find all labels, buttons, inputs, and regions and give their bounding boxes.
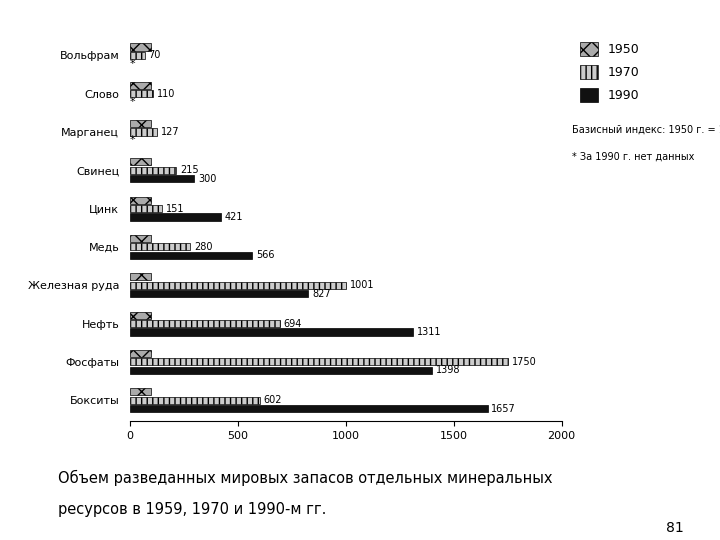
Bar [130, 90, 153, 97]
Bar [130, 43, 151, 51]
Bar [130, 175, 194, 183]
Bar [130, 129, 157, 136]
Bar [130, 120, 151, 127]
Bar [130, 52, 145, 59]
Text: 280: 280 [194, 242, 212, 252]
Bar [130, 396, 260, 404]
Text: 1750: 1750 [511, 357, 536, 367]
Text: 1657: 1657 [491, 403, 516, 414]
Bar [130, 388, 151, 395]
Text: 1001: 1001 [350, 280, 374, 290]
Bar [130, 167, 176, 174]
Text: 421: 421 [225, 212, 243, 222]
Text: ресурсов в 1959, 1970 и 1990-м гг.: ресурсов в 1959, 1970 и 1990-м гг. [58, 502, 326, 517]
Text: 70: 70 [148, 50, 161, 60]
Text: 602: 602 [264, 395, 282, 405]
Text: 215: 215 [180, 165, 199, 176]
Text: 151: 151 [166, 204, 184, 214]
Bar [130, 358, 508, 366]
Bar [130, 197, 151, 204]
Text: * За 1990 г. нет данных: * За 1990 г. нет данных [572, 151, 695, 161]
Text: *: * [130, 136, 135, 145]
Bar [130, 290, 308, 297]
Bar [130, 282, 346, 289]
Bar [130, 252, 252, 259]
Text: 566: 566 [256, 251, 274, 260]
Bar [130, 235, 151, 242]
Bar [130, 367, 431, 374]
Text: 1398: 1398 [436, 365, 460, 375]
Bar [130, 244, 190, 251]
Bar [130, 405, 487, 412]
Bar [130, 320, 279, 327]
Text: 300: 300 [198, 174, 217, 184]
Bar [130, 213, 220, 221]
Bar [130, 273, 151, 280]
Text: *: * [130, 59, 135, 69]
Text: 110: 110 [157, 89, 176, 99]
Bar [130, 312, 151, 319]
Text: Базисный индекс: 1950 г. = 100: Базисный индекс: 1950 г. = 100 [572, 124, 720, 134]
Bar [130, 328, 413, 335]
Text: 1311: 1311 [417, 327, 441, 337]
Text: 827: 827 [312, 289, 330, 299]
Text: 81: 81 [666, 521, 684, 535]
Legend: 1950, 1970, 1990: 1950, 1970, 1990 [577, 39, 643, 106]
Text: *: * [130, 97, 135, 107]
Bar [130, 158, 151, 165]
Text: Объем разведанных мировых запасов отдельных минеральных: Объем разведанных мировых запасов отдель… [58, 470, 552, 486]
Text: 127: 127 [161, 127, 179, 137]
Text: 694: 694 [284, 319, 302, 328]
Bar [130, 82, 151, 89]
Bar [130, 350, 151, 357]
Bar [130, 205, 162, 212]
